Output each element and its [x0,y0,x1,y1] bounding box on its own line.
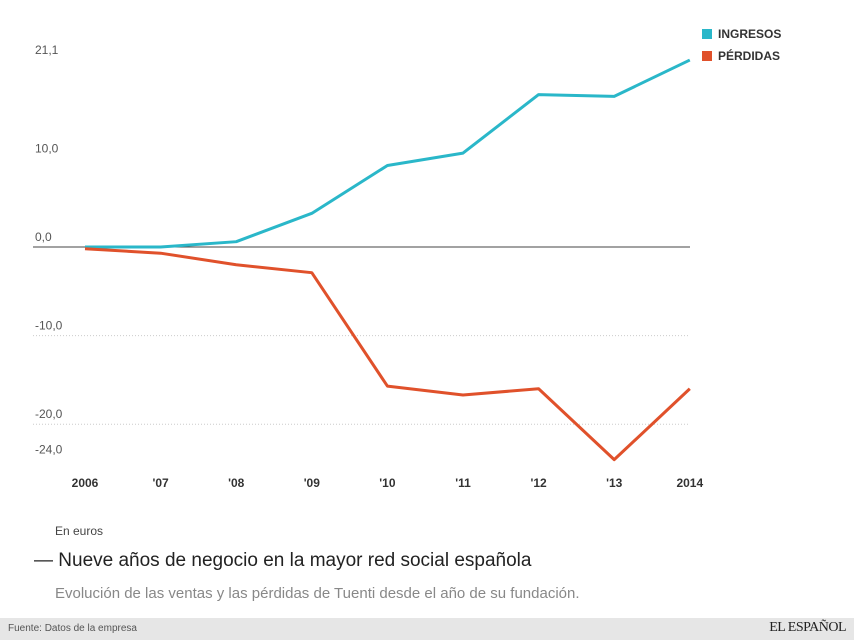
x-tick-label: 2014 [676,476,703,490]
y-tick-label: 10,0 [35,141,59,155]
y-tick-label: -20,0 [35,407,63,421]
y-tick-label: 21,1 [35,43,59,57]
x-tick-label: '10 [379,476,396,490]
el-espanol-logo: EL ESPAÑOL [769,620,846,635]
line-chart: 21,1 10,0 0,0 -10,0 -20,0 -24,0 INGRESOS PÉRDID… [33,27,781,490]
legend-swatch [702,29,712,39]
legend-label: INGRESOS [718,27,781,41]
chart-title: — Nueve años de negocio en la mayor red … [34,550,532,571]
x-tick-label: '08 [228,476,245,490]
legend-swatch [702,51,712,61]
chart-title-text: Nueve años de negocio en la mayor red so… [58,550,532,571]
x-tick-label: '09 [304,476,321,490]
series-line-pérdidas [84,247,691,462]
series-line-ingresos [85,58,691,249]
x-tick-label: '12 [530,476,547,490]
x-tick-label: '11 [455,476,471,490]
x-tick-label: 2006 [72,476,99,490]
y-tick-label: -24,0 [35,443,63,457]
footer: Fuente: Datos de la empresa EL ESPAÑOL [0,618,854,640]
y-tick-label: 0,0 [35,230,52,244]
unit-label: En euros [55,524,104,538]
chart-subtitle: Evolución de las ventas y las pérdidas d… [55,585,580,602]
x-tick-label: '07 [152,476,169,490]
source-note: Fuente: Datos de la empresa [8,623,137,634]
x-tick-label: '13 [606,476,623,490]
y-tick-label: -10,0 [35,319,63,333]
legend-label: PÉRDIDAS [718,48,780,63]
